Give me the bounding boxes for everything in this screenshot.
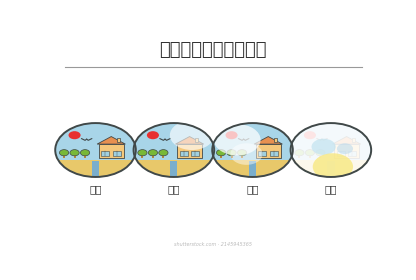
Text: 初期: 初期 xyxy=(168,185,180,195)
Bar xyxy=(212,160,293,177)
Polygon shape xyxy=(97,137,125,144)
Bar xyxy=(141,155,144,158)
Text: shutterstock.com · 2145945365: shutterstock.com · 2145945365 xyxy=(174,242,252,247)
Circle shape xyxy=(212,123,293,177)
Bar xyxy=(117,138,119,142)
Circle shape xyxy=(316,150,325,156)
Circle shape xyxy=(80,150,90,156)
Circle shape xyxy=(55,123,136,177)
Bar xyxy=(92,161,99,177)
Bar xyxy=(177,144,202,158)
Circle shape xyxy=(291,123,370,176)
Bar xyxy=(337,151,344,156)
Bar xyxy=(152,155,154,158)
Bar xyxy=(191,151,199,156)
Bar xyxy=(309,155,311,158)
Bar xyxy=(352,138,355,142)
Bar xyxy=(134,160,214,177)
Polygon shape xyxy=(176,137,204,144)
Bar xyxy=(258,151,266,156)
Bar xyxy=(230,155,233,158)
Circle shape xyxy=(170,120,214,150)
Bar xyxy=(270,151,278,156)
Circle shape xyxy=(225,131,238,139)
Circle shape xyxy=(148,150,158,156)
Circle shape xyxy=(147,131,159,139)
Bar xyxy=(319,155,322,158)
Bar xyxy=(55,160,136,177)
Circle shape xyxy=(216,150,226,156)
Bar xyxy=(113,151,121,156)
Circle shape xyxy=(337,143,353,154)
Bar xyxy=(256,144,281,158)
Circle shape xyxy=(312,139,336,155)
Bar xyxy=(327,161,334,177)
Bar xyxy=(74,155,76,158)
Circle shape xyxy=(70,150,79,156)
Circle shape xyxy=(214,124,260,155)
Bar xyxy=(84,155,86,158)
Text: 正常: 正常 xyxy=(89,185,102,195)
Text: 後期: 後期 xyxy=(324,185,337,195)
Bar xyxy=(334,144,359,158)
Circle shape xyxy=(159,150,168,156)
Circle shape xyxy=(304,131,316,139)
Text: 中期: 中期 xyxy=(246,185,259,195)
Circle shape xyxy=(230,143,262,165)
Circle shape xyxy=(291,123,371,177)
Circle shape xyxy=(238,150,247,156)
Circle shape xyxy=(138,150,147,156)
Circle shape xyxy=(227,150,236,156)
Circle shape xyxy=(313,153,353,180)
Circle shape xyxy=(134,123,214,177)
Circle shape xyxy=(69,131,81,139)
Bar xyxy=(101,151,109,156)
Bar xyxy=(170,161,178,177)
Circle shape xyxy=(305,150,314,156)
Polygon shape xyxy=(332,137,361,144)
Bar xyxy=(348,151,356,156)
Bar xyxy=(195,138,198,142)
Bar xyxy=(99,144,124,158)
Bar xyxy=(162,155,164,158)
Bar xyxy=(241,155,243,158)
Bar xyxy=(298,155,300,158)
Bar xyxy=(291,160,371,177)
Bar xyxy=(220,155,222,158)
Bar xyxy=(63,155,65,158)
Text: 緑内障　見え方の変化: 緑内障 見え方の変化 xyxy=(159,41,267,59)
Bar xyxy=(274,138,277,142)
Bar xyxy=(180,151,188,156)
Circle shape xyxy=(295,150,304,156)
Circle shape xyxy=(59,150,69,156)
Bar xyxy=(249,161,256,177)
Polygon shape xyxy=(254,137,282,144)
